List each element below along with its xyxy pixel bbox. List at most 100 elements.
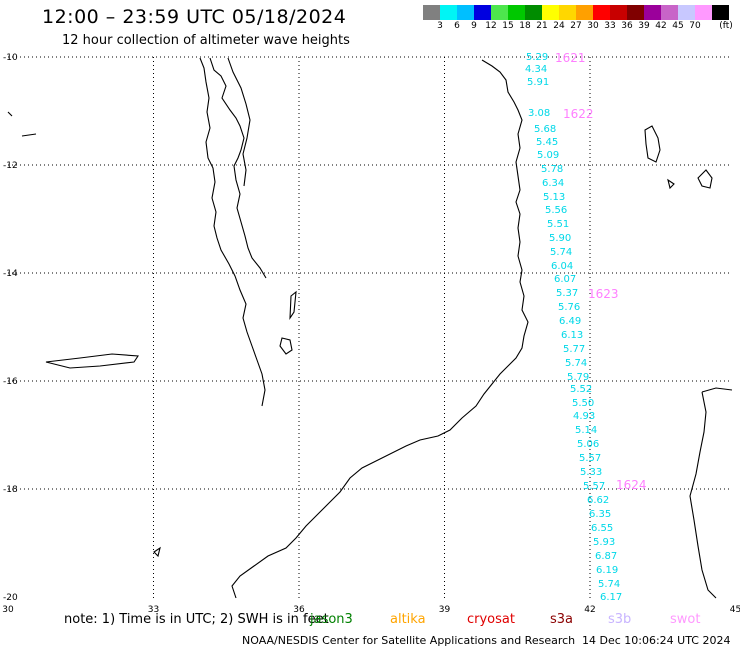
swh-value: 5.33 — [580, 467, 602, 478]
color-scale: 3 6 9 12 15 18 21 24 27 30 33 36 39 42 45 70 (ft) — [423, 5, 733, 34]
swh-value: 6.13 — [561, 330, 583, 341]
color-swatch — [423, 5, 440, 20]
latitude-label: -18 — [3, 485, 18, 495]
latitude-label: -12 — [3, 161, 18, 171]
color-scale-label: 6 — [454, 21, 460, 31]
color-swatch — [508, 5, 525, 20]
color-swatch — [644, 5, 661, 20]
color-scale-label: 18 — [519, 21, 531, 31]
color-scale-label: 12 — [485, 21, 497, 31]
swh-value: 6.19 — [596, 565, 618, 576]
coastline — [279, 337, 293, 355]
coastline — [289, 290, 297, 320]
page-subtitle: 12 hour collection of altimeter wave hei… — [62, 33, 350, 48]
coastline — [209, 57, 267, 279]
satellite-label: altika — [390, 612, 426, 627]
color-swatch — [525, 5, 542, 20]
longitude-label: 42 — [584, 605, 595, 615]
swh-value: 5.51 — [547, 219, 569, 230]
coastline — [697, 169, 713, 189]
swh-value: 6.07 — [554, 274, 576, 285]
color-swatch — [678, 5, 695, 20]
color-swatch — [542, 5, 559, 20]
swh-value: 3.08 — [528, 108, 550, 119]
coastline — [644, 125, 661, 163]
swh-value: 6.87 — [595, 551, 617, 562]
satellite-label: s3a — [550, 612, 574, 627]
swh-value: 5.77 — [563, 344, 585, 355]
longitude-label: 39 — [439, 605, 451, 615]
color-scale-label: 30 — [587, 21, 599, 31]
longitude-label: 30 — [2, 605, 14, 615]
color-scale-label: 42 — [655, 21, 667, 31]
coastline — [45, 353, 139, 369]
satellite-label: cryosat — [467, 612, 515, 627]
coastline — [7, 111, 37, 137]
color-scale-label: 9 — [471, 21, 477, 31]
color-scale-label: 15 — [502, 21, 514, 31]
swh-value: 5.52 — [570, 384, 592, 395]
map-gridlines — [8, 56, 732, 598]
swh-value: 5.06 — [577, 439, 599, 450]
color-scale-label: 36 — [621, 21, 633, 31]
swh-value: 4.34 — [525, 64, 547, 75]
latitude-label: -14 — [3, 269, 18, 279]
coastline — [227, 57, 251, 187]
swh-value: 5.29 — [526, 52, 548, 63]
swh-value: 5.57 — [579, 453, 601, 464]
coastlines — [7, 57, 733, 599]
swh-value: 5.79 — [567, 372, 589, 383]
pass-label: 1621 — [555, 51, 586, 65]
color-swatch — [440, 5, 457, 20]
satellite-label: swot — [670, 612, 701, 627]
swh-value: 5.76 — [558, 302, 580, 313]
swh-value: 4.93 — [573, 411, 595, 422]
color-swatch — [559, 5, 576, 20]
swh-value: 6.34 — [542, 178, 564, 189]
coastline — [153, 546, 161, 558]
swh-value: 5.37 — [556, 288, 578, 299]
swh-value: 5.56 — [545, 205, 567, 216]
latitude-label: -10 — [3, 53, 18, 63]
color-scale-label: 33 — [604, 21, 616, 31]
color-swatch — [457, 5, 474, 20]
color-swatch — [661, 5, 678, 20]
color-swatch — [712, 5, 729, 20]
coastline — [667, 178, 675, 190]
longitude-label: 36 — [293, 605, 305, 615]
color-swatch — [491, 5, 508, 20]
swh-value: 6.49 — [559, 316, 581, 327]
swh-value: 6.17 — [600, 592, 622, 603]
color-scale-label: 45 — [672, 21, 684, 31]
swh-value: 5.57 — [583, 481, 605, 492]
altimeter-track: 5.294.34 5.91 3.08 5.68 5.45 5.09 5.78 6.34 5.13… — [525, 51, 647, 603]
color-swatch — [593, 5, 610, 20]
color-scale-labels: 3 6 9 12 15 18 21 24 27 30 33 36 39 42 45 70 (ft) — [423, 20, 733, 34]
swh-value: 5.13 — [543, 192, 565, 203]
swh-value: 6.55 — [591, 523, 613, 534]
color-scale-unit: (ft) — [719, 21, 733, 31]
color-scale-label: 70 — [689, 21, 701, 31]
pass-label: 1624 — [616, 478, 647, 492]
color-scale-label: 21 — [536, 21, 548, 31]
color-swatch — [474, 5, 491, 20]
coastline — [689, 387, 733, 599]
swh-value: 6.35 — [589, 509, 611, 520]
swh-value: 5.45 — [536, 137, 558, 148]
swh-value: 5.68 — [534, 124, 556, 135]
footer-timestamp: 14 Dec 10:06:24 UTC 2024 — [582, 634, 731, 647]
color-swatch — [627, 5, 644, 20]
color-swatch — [610, 5, 627, 20]
swh-value: 5.91 — [527, 77, 549, 88]
swh-value: 5.93 — [593, 537, 615, 548]
latitude-label: -20 — [3, 593, 18, 603]
pass-label: 1623 — [588, 287, 619, 301]
footer-credit: NOAA/NESDIS Center for Satellite Applica… — [242, 634, 576, 647]
swh-value: 5.74 — [565, 358, 587, 369]
color-swatch — [695, 5, 712, 20]
swh-value: 6.62 — [587, 495, 609, 506]
map-axis-labels: -10 -12 -14 -16 -18 -20 30 33 36 39 42 45 — [2, 53, 740, 615]
satellite-label: jason3 — [310, 612, 353, 627]
footer-note: note: 1) Time is in UTC; 2) SWH is in fe… — [64, 612, 329, 627]
color-swatch — [576, 5, 593, 20]
